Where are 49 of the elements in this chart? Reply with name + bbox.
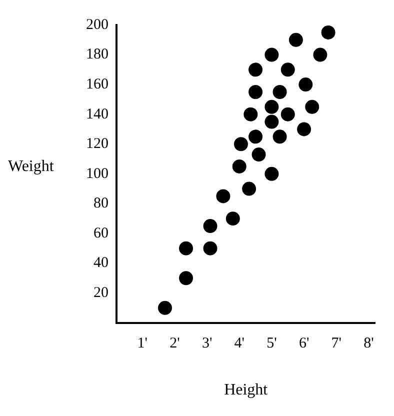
point	[203, 241, 218, 256]
y-tick-label: 80	[94, 196, 108, 212]
point	[264, 166, 279, 181]
y-tick-label: 120	[86, 136, 108, 152]
point	[264, 100, 279, 114]
point	[248, 85, 263, 100]
point	[264, 114, 279, 129]
point	[216, 189, 230, 204]
point	[234, 137, 248, 152]
point	[226, 212, 240, 226]
point	[179, 241, 194, 256]
point	[252, 148, 266, 162]
x-tick-label: 7'	[331, 336, 342, 352]
point	[203, 219, 218, 234]
point	[179, 271, 194, 286]
x-tick-label: 5'	[266, 336, 278, 352]
point	[288, 32, 303, 47]
point	[158, 300, 172, 315]
point	[280, 107, 295, 122]
y-axis-title: Weight	[8, 158, 54, 176]
y-tick-label: 20	[94, 284, 108, 301]
y-tick-label: 180	[86, 46, 108, 63]
point	[272, 130, 287, 144]
point	[313, 48, 328, 62]
point	[248, 130, 263, 144]
x-tick-label: 1'	[137, 336, 148, 352]
point	[272, 85, 287, 100]
y-tick-label: 40	[94, 255, 108, 272]
point	[298, 78, 313, 92]
x-axis-title: Height	[224, 382, 268, 399]
point	[248, 62, 263, 77]
x-tick-label: 2'	[170, 336, 180, 352]
y-tick-label: 60	[94, 225, 108, 242]
x-tick-label: 6'	[298, 336, 310, 352]
y-tick-label: 200	[86, 16, 108, 33]
y-tick-label: 160	[86, 76, 108, 92]
x-tick-label: 4'	[234, 336, 245, 352]
y-tick-label: 100	[86, 166, 108, 182]
point	[297, 122, 312, 136]
point	[264, 48, 279, 62]
point	[244, 107, 258, 122]
point	[242, 182, 256, 196]
point	[232, 159, 246, 174]
point	[321, 25, 336, 40]
x-tick-label: 3'	[202, 336, 212, 352]
point	[305, 100, 320, 114]
point	[280, 62, 295, 77]
y-tick-label: 140	[86, 106, 108, 122]
x-tick-label: 8'	[364, 336, 374, 352]
